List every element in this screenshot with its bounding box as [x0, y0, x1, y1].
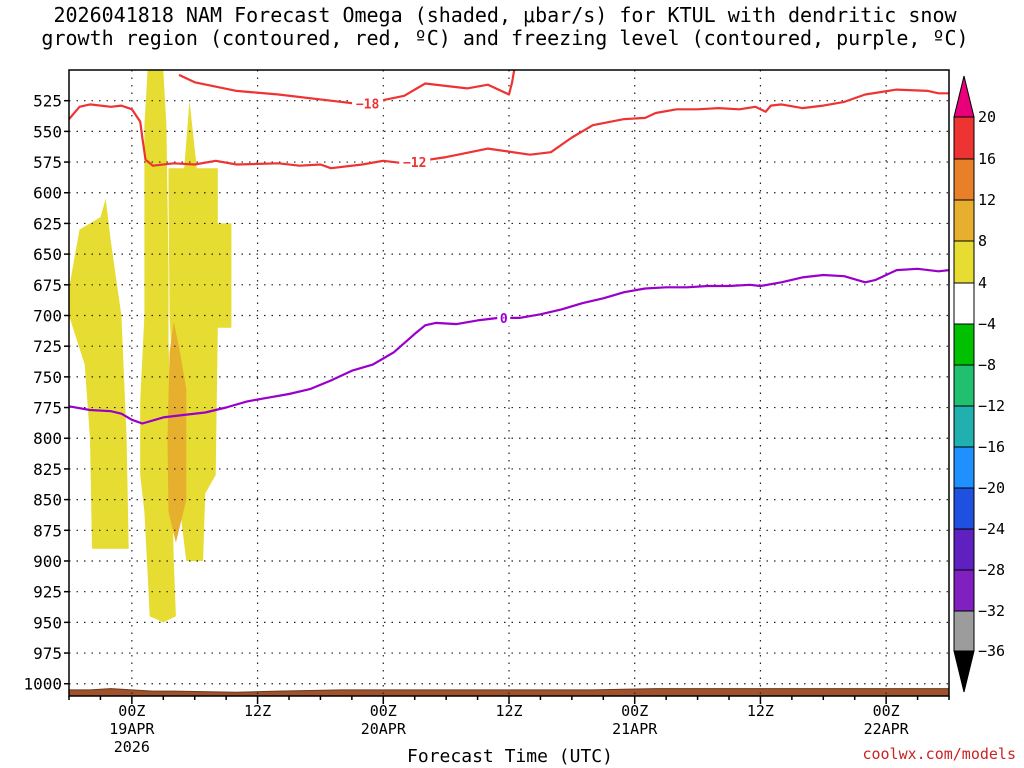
colorbar-label-8: −16 — [978, 438, 1005, 456]
x-tick-date-0: 19APR — [109, 720, 155, 738]
x-tick-date-24: 20APR — [361, 720, 407, 738]
y-tick-label-875: 875 — [33, 521, 62, 540]
colorbar-band-3 — [953, 240, 975, 284]
colorbar-bottom-arrow — [953, 650, 975, 693]
contour-label-bg-1 — [399, 153, 431, 170]
colorbar-band-2 — [953, 199, 975, 242]
contour-line-1 — [68, 88, 949, 170]
contour-label-1: −12 — [403, 156, 426, 171]
y-tick-label-550: 550 — [33, 122, 62, 141]
y-tick-label-650: 650 — [33, 245, 62, 264]
colorbar-label-2: 12 — [978, 191, 996, 209]
y-axis: 525 550 575 600 625 650 675 700 725 750 775 800 825 8… — [23, 92, 69, 694]
y-tick-label-675: 675 — [33, 276, 62, 295]
contour-label-2: 0 — [500, 312, 508, 327]
x-tick-date-48: 21APR — [612, 720, 658, 738]
title-line-2: growth region (contoured, red, ºC) and f… — [41, 26, 969, 50]
omega-region-0 — [69, 198, 129, 549]
contour-label-0: −18 — [356, 97, 380, 112]
y-tick-label-975: 975 — [33, 644, 62, 663]
colorbar-label-11: −28 — [978, 561, 1005, 579]
colorbar: 20 16 12 8 4 −4 −8 −12 −16 −20 −24 −28 −32 −36 — [953, 75, 1005, 693]
y-tick-label-775: 775 — [33, 399, 62, 418]
colorbar-label-12: −32 — [978, 602, 1005, 620]
colorbar-label-5: −4 — [978, 315, 996, 333]
colorbar-label-1: 16 — [978, 150, 996, 168]
x-tick-label-60: 12Z — [747, 702, 774, 720]
x-tick-label-0: 00Z — [118, 702, 145, 720]
colorbar-band-8 — [953, 446, 975, 489]
x-tick-year-0: 2026 — [114, 738, 150, 756]
colorbar-label-7: −12 — [978, 397, 1005, 415]
contour-label-bg-2 — [497, 309, 511, 326]
y-tick-label-525: 525 — [33, 92, 62, 111]
colorbar-band-4 — [953, 282, 975, 325]
colorbar-band-6 — [953, 364, 975, 407]
colorbar-band-5 — [953, 323, 975, 366]
colorbar-band-9 — [953, 487, 975, 530]
y-tick-label-700: 700 — [33, 306, 62, 325]
x-tick-label-36: 12Z — [495, 702, 522, 720]
y-tick-label-900: 900 — [33, 552, 62, 571]
colorbar-band-1 — [953, 158, 975, 201]
colorbar-band-11 — [953, 569, 975, 612]
colorbar-band-10 — [953, 528, 975, 571]
x-tick-label-72: 00Z — [873, 702, 900, 720]
omega-shading — [69, 70, 232, 623]
y-tick-label-850: 850 — [33, 491, 62, 510]
colorbar-label-10: −24 — [978, 520, 1005, 538]
colorbar-label-9: −20 — [978, 479, 1005, 497]
y-tick-label-750: 750 — [33, 368, 62, 387]
title-line-1: 2026041818 NAM Forecast Omega (shaded, μ… — [53, 3, 957, 27]
contours: −18 −12 0 — [68, 69, 950, 425]
credit-link[interactable]: coolwx.com/models — [862, 745, 1016, 763]
y-tick-label-575: 575 — [33, 153, 62, 172]
y-tick-label-825: 825 — [33, 460, 62, 479]
y-tick-label-925: 925 — [33, 583, 62, 602]
colorbar-top-arrow — [953, 75, 975, 118]
colorbar-label-4: 4 — [978, 274, 987, 292]
chart-title: 2026041818 NAM Forecast Omega (shaded, μ… — [0, 4, 1010, 50]
omega-region-1 — [140, 70, 176, 623]
x-tick-date-72: 22APR — [864, 720, 910, 738]
colorbar-band-0 — [953, 116, 975, 160]
colorbar-band-12 — [953, 610, 975, 652]
y-tick-label-950: 950 — [33, 613, 62, 632]
colorbar-label-0: 20 — [978, 108, 996, 126]
x-tick-label-24: 00Z — [370, 702, 397, 720]
x-tick-label-48: 00Z — [621, 702, 648, 720]
y-tick-label-625: 625 — [33, 214, 62, 233]
ground-fill — [68, 688, 950, 697]
colorbar-label-13: −36 — [978, 642, 1005, 660]
colorbar-band-7 — [953, 405, 975, 448]
colorbar-label-3: 8 — [978, 232, 987, 250]
contour-line-0 — [178, 69, 516, 106]
contour-label-bg-0 — [352, 95, 384, 112]
ground-surface — [68, 688, 950, 697]
y-tick-label-1000: 1000 — [23, 675, 62, 694]
y-tick-label-600: 600 — [33, 184, 62, 203]
x-tick-label-12: 12Z — [244, 702, 271, 720]
y-tick-label-800: 800 — [33, 429, 62, 448]
y-tick-label-725: 725 — [33, 337, 62, 356]
x-axis-title: Forecast Time (UTC) — [407, 746, 613, 767]
colorbar-label-6: −8 — [978, 356, 996, 374]
